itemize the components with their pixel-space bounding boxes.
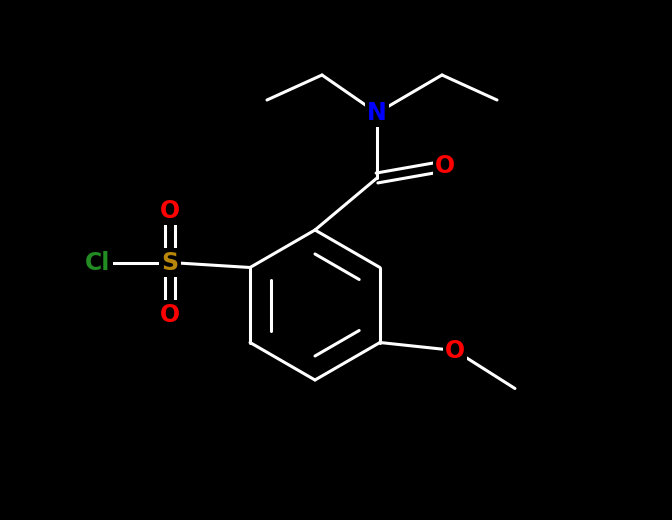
Text: S: S	[161, 251, 179, 275]
Text: O: O	[160, 303, 180, 327]
Text: N: N	[367, 101, 387, 125]
Text: O: O	[435, 154, 455, 178]
Text: Cl: Cl	[85, 251, 111, 275]
Text: O: O	[445, 339, 465, 362]
Text: O: O	[160, 199, 180, 223]
